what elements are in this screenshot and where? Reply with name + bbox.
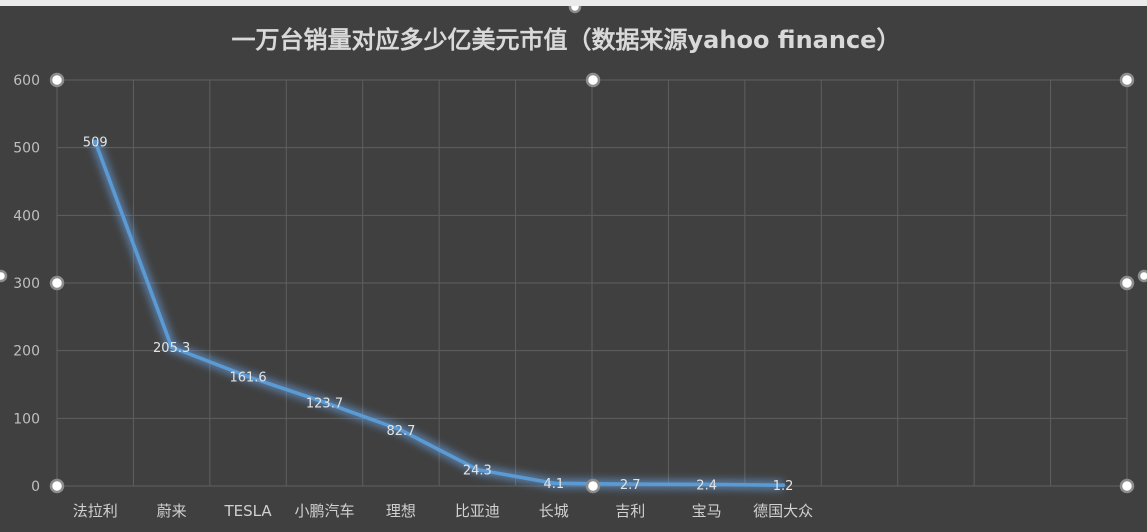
- y-tick-label: 400: [13, 208, 40, 224]
- x-tick-label: TESLA: [224, 502, 273, 520]
- y-tick-label: 500: [13, 141, 40, 157]
- x-tick-label: 长城: [539, 502, 569, 520]
- outer-resize-handle[interactable]: [1137, 269, 1147, 283]
- grid-lines: [56, 79, 1128, 487]
- chart-title: 一万台销量对应多少亿美元市值（数据来源yahoo finance）: [232, 26, 901, 54]
- x-tick-label: 宝马: [692, 502, 722, 520]
- data-label: 4.1: [543, 477, 564, 492]
- selection-handles[interactable]: [0, 6, 1147, 494]
- x-tick-label: 德国大众: [753, 502, 813, 520]
- y-tick-label: 300: [13, 276, 40, 292]
- data-label: 24.3: [463, 464, 492, 479]
- data-point: [93, 139, 98, 144]
- outer-resize-handle[interactable]: [568, 6, 582, 14]
- x-tick-label: 比亚迪: [455, 502, 500, 520]
- data-label: 205.3: [153, 341, 190, 356]
- data-point: [781, 483, 786, 488]
- data-point: [628, 482, 633, 487]
- resize-handle[interactable]: [49, 72, 65, 88]
- resize-handle[interactable]: [49, 275, 65, 291]
- resize-handle[interactable]: [585, 72, 601, 88]
- resize-handle[interactable]: [1119, 72, 1135, 88]
- data-labels: 509 205.3 161.6 123.7 82.7 24.3 4.1 2.7 2.4 1.2: [83, 136, 794, 495]
- x-tick-label: 法拉利: [73, 502, 118, 520]
- line-chart: 一万台销量对应多少亿美元市值（数据来源yahoo finance） 0 100 20…: [0, 6, 1147, 520]
- data-point: [246, 374, 251, 379]
- x-tick-label: 吉利: [615, 502, 645, 520]
- data-point: [322, 400, 327, 405]
- y-tick-label: 100: [13, 411, 40, 427]
- resize-handle[interactable]: [585, 478, 601, 494]
- y-axis: 0 100 200 300 400 500 600: [13, 73, 40, 495]
- data-point: [475, 467, 480, 472]
- data-label: 82.7: [386, 424, 415, 439]
- x-tick-label: 蔚来: [157, 502, 187, 520]
- y-tick-label: 200: [13, 344, 40, 360]
- x-tick-label: 小鹏汽车: [294, 502, 354, 520]
- data-label: 1.2: [773, 479, 794, 494]
- chart-area[interactable]: 一万台销量对应多少亿美元市值（数据来源yahoo finance） 0 100 20…: [0, 6, 1147, 532]
- resize-handle[interactable]: [1119, 478, 1135, 494]
- x-tick-label: 理想: [386, 502, 416, 520]
- data-label: 2.4: [696, 478, 717, 493]
- data-point: [551, 481, 556, 486]
- data-label: 123.7: [306, 396, 343, 411]
- resize-handle[interactable]: [49, 478, 65, 494]
- data-point: [704, 482, 709, 487]
- y-tick-label: 0: [31, 479, 40, 495]
- x-axis: 法拉利 蔚来 TESLA 小鹏汽车 理想 比亚迪 长城 吉利 宝马 德国大众: [73, 502, 813, 520]
- series-line-path: [93, 139, 785, 487]
- data-point: [169, 345, 174, 350]
- outer-resize-handle[interactable]: [0, 269, 8, 283]
- series-line: [90, 139, 786, 490]
- data-point: [398, 428, 403, 433]
- data-label: 161.6: [229, 371, 266, 386]
- data-label: 2.7: [620, 478, 641, 493]
- data-label: 509: [83, 136, 108, 151]
- resize-handle[interactable]: [1119, 275, 1135, 291]
- y-tick-label: 600: [13, 73, 40, 89]
